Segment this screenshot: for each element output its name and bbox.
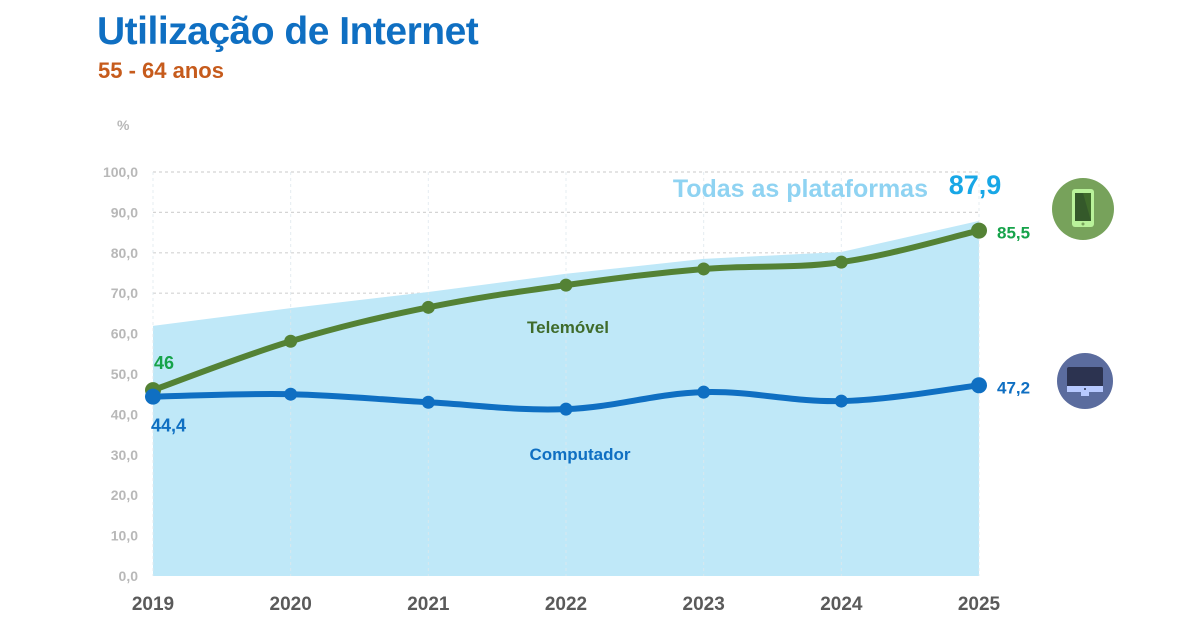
point-computador [145,388,161,405]
x-tick-label: 2025 [958,594,1001,615]
data-label-todas-end: 87,9 [949,170,1002,200]
x-tick-label: 2020 [270,594,312,615]
point-computador [559,402,573,416]
smartphone-icon [1052,178,1114,240]
area-layer [153,220,979,576]
x-tick-label: 2019 [132,594,174,615]
y-tick-label: 20,0 [111,487,138,503]
labels: Todas as plataformas 87,9 85,5 46 Telemóvel 4… [151,170,1030,464]
point-telemovel [697,262,711,276]
point-telemovel [834,255,848,269]
y-tick-label: 90,0 [111,204,138,220]
area-todas-as-plataformas [153,220,979,576]
data-label-telemovel-end: 85,5 [997,224,1030,243]
point-computador [971,377,987,394]
chart-subtitle: 55 - 64 anos [98,58,224,83]
y-tick-label: 50,0 [111,366,138,382]
point-telemovel [421,300,435,314]
data-label-telemovel-start: 46 [154,353,174,373]
chart-title: Utilização de Internet [97,10,479,53]
line-layer [145,222,987,416]
point-computador [421,395,435,409]
x-tick-label: 2022 [545,594,587,615]
y-tick-label: 10,0 [111,528,138,544]
y-tick-label: 100,0 [103,164,138,180]
y-tick-label: 40,0 [111,406,138,422]
y-tick-label: 70,0 [111,285,138,301]
y-tick-label: 30,0 [111,447,138,463]
y-tick-label: 0,0 [119,568,139,584]
x-tick-label: 2024 [820,594,863,615]
y-tick-label: 60,0 [111,326,138,342]
series-label-computador: Computador [529,445,630,464]
axes: % 0,0 10,0 20,0 30,0 40,0 50,0 60,0 70,0 80,0 90,… [103,117,1001,615]
data-label-computador-end: 47,2 [997,378,1030,397]
point-telemovel [971,222,987,239]
point-computador [284,387,298,401]
series-label-telemovel: Telemóvel [527,318,609,337]
x-tick-label: 2021 [407,594,450,615]
series-label-todas-as-plataformas: Todas as plataformas [673,175,928,203]
point-computador [697,385,711,399]
x-tick-label: 2023 [683,594,725,615]
point-computador [834,394,848,408]
desktop-computer-icon [1057,353,1113,409]
vertical-grid [152,172,980,576]
point-telemovel [284,334,298,348]
point-telemovel [559,278,573,292]
y-axis-unit: % [117,117,130,133]
y-tick-label: 80,0 [111,245,138,261]
data-label-computador-start: 44,4 [151,416,186,436]
